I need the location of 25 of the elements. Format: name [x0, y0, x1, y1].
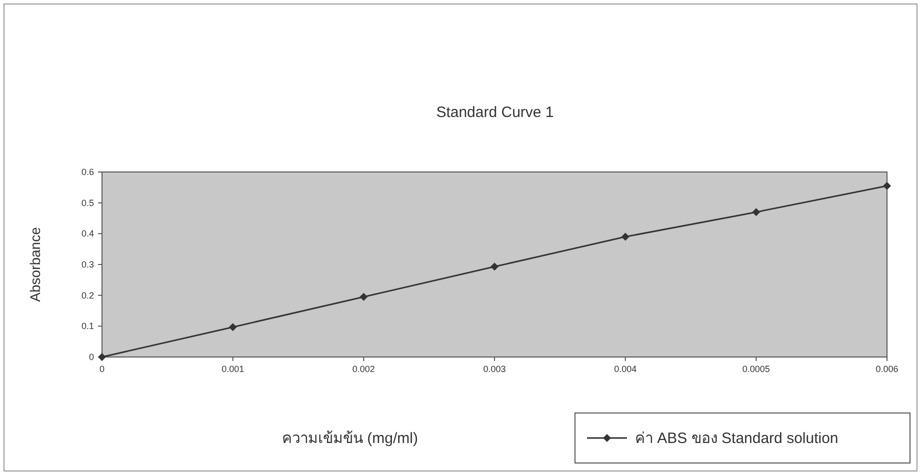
y-tick-label: 0.4	[81, 228, 94, 239]
y-tick-label: 0.3	[81, 260, 94, 270]
y-tick-label: 0	[88, 352, 94, 362]
point	[621, 232, 630, 241]
y-tick-label: 0.2	[81, 290, 94, 300]
point	[490, 262, 498, 271]
x-tick-label: 0	[99, 364, 105, 374]
legend-label: ค่า ABS ของ Standard solution	[635, 430, 838, 447]
point	[752, 208, 760, 216]
x-tick-label: 0.006	[876, 364, 898, 374]
y-axis-title: Absorbance	[27, 226, 43, 302]
chart-title: Standard Curve 1	[436, 104, 554, 121]
x-tick-label: 0.002	[352, 364, 375, 374]
x-tick-label: 0.0005	[742, 364, 770, 374]
x-tick-label: 0.004	[614, 364, 637, 374]
point	[228, 323, 237, 332]
x-axis-title: ความเข้มข้น (mg/ml)	[282, 430, 418, 447]
point	[360, 292, 368, 301]
point	[98, 353, 106, 361]
x-tick-label: 0.003	[483, 364, 506, 374]
x-tick-label: 0.001	[222, 364, 244, 374]
point	[883, 182, 891, 190]
y-tick-label: 0.6	[81, 167, 94, 177]
y-tick-label: 0.5	[81, 198, 94, 208]
y-tick-label: 0.1	[81, 321, 94, 332]
